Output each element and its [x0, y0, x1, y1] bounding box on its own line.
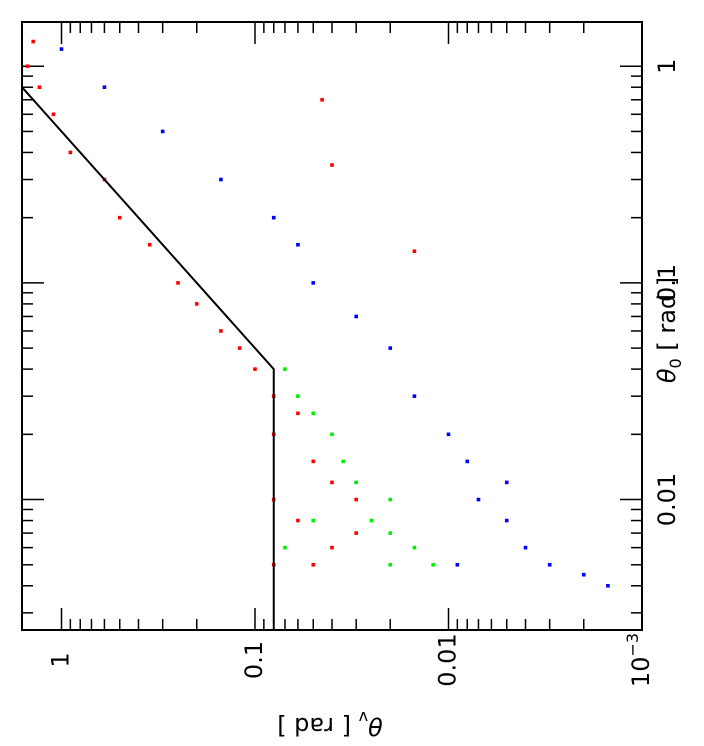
data-point	[296, 242, 300, 247]
x-axis-label: θ0 [ rad ]	[653, 277, 685, 383]
data-point	[237, 346, 242, 350]
data-point	[547, 562, 552, 567]
data-point	[354, 314, 358, 319]
data-point	[455, 562, 460, 567]
data-point	[354, 497, 358, 502]
data-point	[446, 432, 451, 437]
data-point	[219, 177, 223, 182]
data-point	[311, 459, 316, 464]
svg-text:0.1: 0.1	[240, 641, 268, 679]
data-point	[504, 518, 509, 523]
data-point	[330, 163, 334, 167]
data-point	[51, 112, 56, 117]
data-point	[504, 480, 509, 485]
major-ticks	[22, 22, 643, 630]
y-axis-label-unit: [ rad ]	[277, 712, 351, 740]
data-point	[194, 302, 199, 306]
x-tick-label: 0.1	[653, 264, 681, 302]
svg-text:θ0 [ rad ]: θ0 [ rad ]	[653, 277, 685, 383]
data-point	[117, 215, 122, 220]
data-points	[25, 39, 610, 588]
x-tick-label: 1	[653, 59, 681, 74]
boundary-line	[21, 86, 275, 630]
data-point	[296, 518, 300, 523]
y-tick-label: 0.1	[240, 641, 268, 679]
data-point	[354, 531, 358, 535]
svg-text:0.01: 0.01	[653, 473, 681, 526]
y-tick-label: 10−3	[623, 633, 656, 687]
data-point	[388, 497, 393, 502]
tick-labels: 0.01 0.1 1 10−3 0.01 0.1 1	[46, 59, 681, 687]
data-point	[271, 215, 276, 220]
data-point	[523, 545, 528, 550]
data-point	[25, 64, 30, 69]
data-point	[476, 497, 481, 502]
plot-frame	[21, 21, 643, 631]
svg-text:1: 1	[46, 652, 74, 667]
data-point	[388, 562, 393, 567]
data-point	[388, 346, 393, 350]
data-point	[412, 394, 417, 398]
y-axis-label-sub: v	[359, 708, 368, 727]
data-point	[412, 249, 417, 254]
data-point	[296, 394, 300, 398]
data-point	[253, 367, 257, 371]
data-point	[606, 583, 610, 588]
y-tick-label: 1	[46, 652, 74, 667]
svg-text:θv [ rad ]: θv [ rad ]	[277, 708, 383, 740]
svg-text:10−3: 10−3	[623, 633, 656, 687]
svg-text:1: 1	[653, 59, 681, 74]
data-point	[160, 129, 165, 134]
data-point	[311, 562, 316, 567]
data-point	[330, 545, 334, 550]
data-point	[320, 97, 324, 102]
data-point	[330, 480, 334, 485]
data-point	[412, 545, 417, 550]
data-point	[283, 545, 287, 550]
data-point	[369, 518, 374, 523]
data-point	[59, 47, 64, 51]
svg-text:0.01: 0.01	[433, 633, 461, 686]
svg-text:0.1: 0.1	[653, 264, 681, 302]
data-point	[68, 150, 73, 155]
data-point	[431, 562, 435, 567]
x-axis-label-sub: 0	[666, 358, 685, 368]
data-point	[147, 242, 152, 247]
x-tick-label: 0.01	[653, 473, 681, 526]
data-point	[37, 85, 42, 90]
data-point	[102, 85, 107, 90]
data-point	[176, 281, 180, 285]
data-point	[311, 518, 316, 523]
x-axis-label-unit: [ rad ]	[653, 277, 681, 351]
data-point	[354, 480, 358, 485]
data-point	[330, 432, 334, 437]
data-point	[341, 459, 346, 464]
data-point	[311, 411, 316, 416]
data-point	[388, 531, 393, 535]
data-point	[31, 39, 36, 44]
x-axis-label-symbol: θ	[653, 368, 681, 383]
data-point	[465, 459, 470, 464]
data-point	[311, 281, 316, 285]
data-point	[581, 572, 586, 577]
y-tick-label: 0.01	[433, 633, 461, 686]
minor-ticks	[22, 22, 642, 630]
data-point	[283, 367, 287, 371]
y-axis-label-symbol: θ	[368, 712, 383, 740]
y-axis-label: θv [ rad ]	[277, 708, 383, 740]
data-point	[296, 411, 300, 416]
data-point	[219, 329, 223, 333]
